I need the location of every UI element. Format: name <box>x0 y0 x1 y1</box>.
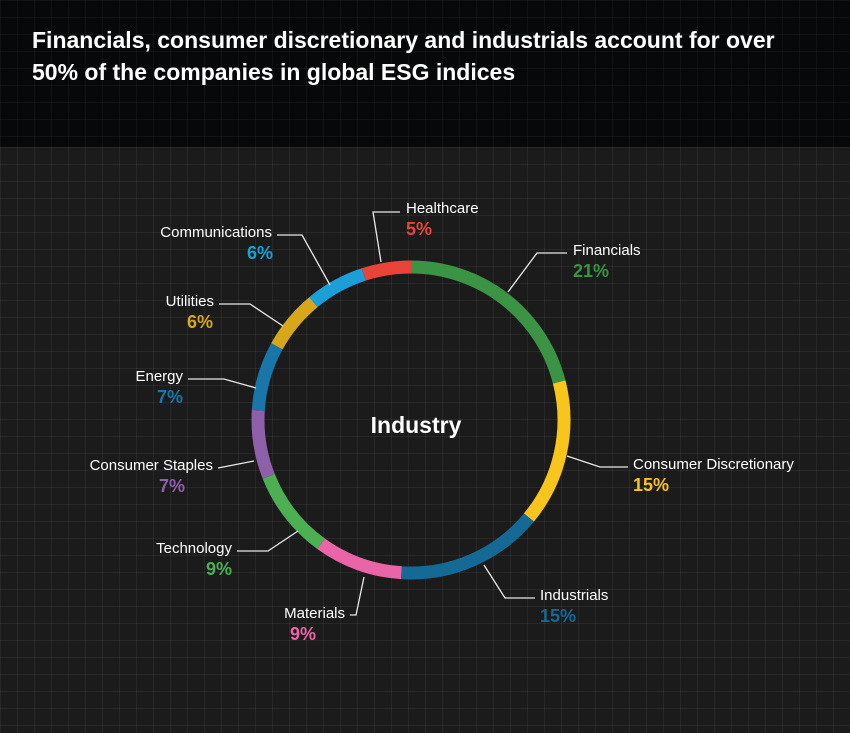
slice-energy <box>251 343 283 411</box>
leader-line-industrials <box>483 564 535 599</box>
slice-healthcare <box>361 260 412 281</box>
slice-value-financials: 21% <box>573 261 609 281</box>
slice-utilities <box>271 297 318 350</box>
slice-label-consumer-discretionary: Consumer Discretionary <box>633 456 794 473</box>
slice-communications <box>309 268 366 308</box>
header: Financials, consumer discretionary and i… <box>0 0 850 147</box>
slice-consumer-staples <box>251 409 275 479</box>
slice-label-materials: Materials <box>284 605 345 622</box>
slice-label-industrials: Industrials <box>540 587 608 604</box>
slice-consumer-discretionary <box>523 380 571 522</box>
slice-label-energy: Energy <box>135 368 183 385</box>
slice-industrials <box>400 513 534 580</box>
leader-line-healthcare <box>372 211 400 263</box>
leader-line-energy <box>188 378 257 389</box>
slice-label-communications: Communications <box>160 224 272 241</box>
slice-label-financials: Financials <box>573 242 641 259</box>
slice-financials <box>410 260 566 384</box>
leader-line-communications <box>277 234 331 286</box>
slice-label-technology: Technology <box>156 540 232 557</box>
slice-value-healthcare: 5% <box>406 219 432 239</box>
leader-line-financials <box>507 252 567 293</box>
center-label: Industry <box>371 412 462 438</box>
slice-value-energy: 7% <box>157 387 183 407</box>
plot-area <box>0 147 850 733</box>
slice-label-consumer-staples: Consumer Staples <box>90 457 213 474</box>
chart-title: Financials, consumer discretionary and i… <box>32 27 775 85</box>
slice-value-communications: 6% <box>247 243 273 263</box>
slice-value-industrials: 15% <box>540 606 576 626</box>
slice-label-healthcare: Healthcare <box>406 200 479 217</box>
leader-line-consumer-staples <box>217 460 255 469</box>
leader-line-utilities <box>219 303 284 327</box>
slice-value-technology: 9% <box>206 559 232 579</box>
slice-value-consumer-discretionary: 15% <box>633 475 669 495</box>
leader-line-technology <box>237 530 299 552</box>
leader-line-consumer-discretionary <box>566 455 628 468</box>
slice-label-utilities: Utilities <box>166 293 214 310</box>
slice-value-utilities: 6% <box>187 312 213 332</box>
leader-line-materials <box>350 576 365 616</box>
slice-technology <box>262 473 325 550</box>
slice-value-consumer-staples: 7% <box>159 476 185 496</box>
slice-value-materials: 9% <box>290 624 316 644</box>
slice-materials <box>317 538 402 580</box>
